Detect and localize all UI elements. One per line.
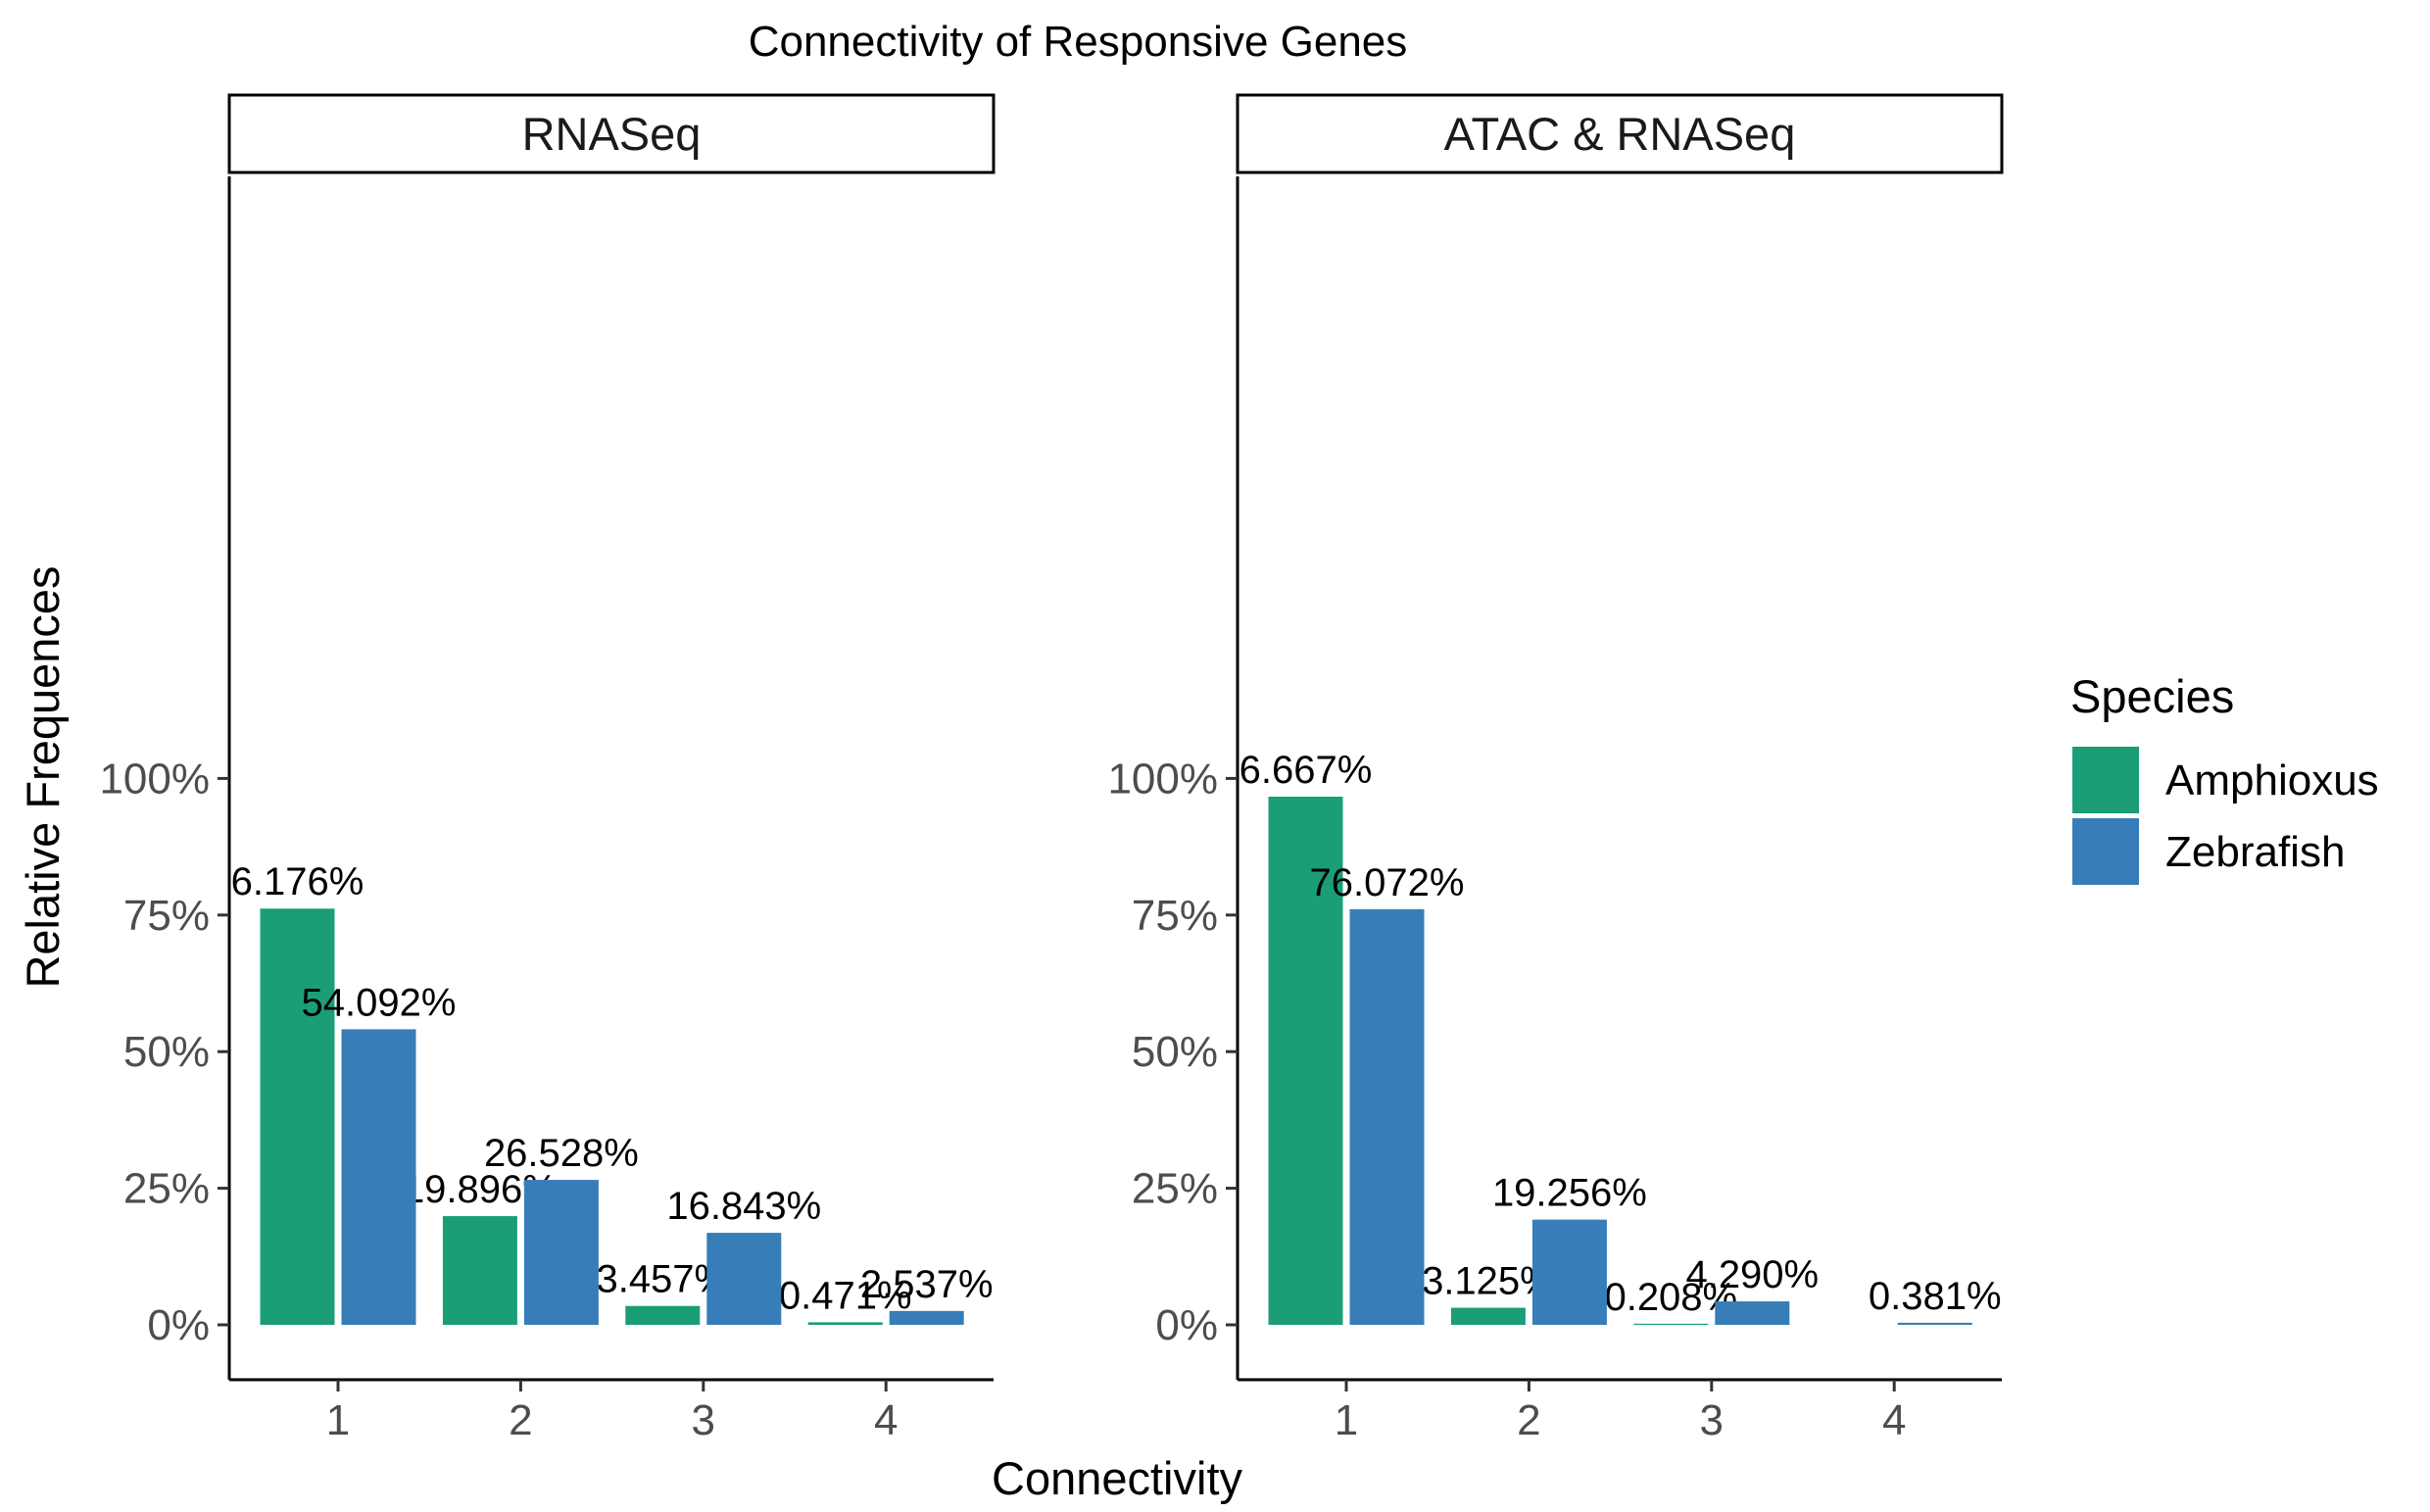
panel-2-y-tick-label: 0% xyxy=(1155,1301,1218,1349)
panel-2-x-tick-label: 4 xyxy=(1882,1396,1906,1444)
panel-2-strip-label: ATAC & RNASeq xyxy=(1444,108,1796,160)
panel-1-bar-zebrafish-3 xyxy=(706,1233,782,1325)
panel-1-strip xyxy=(227,93,996,174)
panel-2-strip xyxy=(1236,93,2004,174)
panel-2-y-tick-label: 75% xyxy=(1132,892,1218,940)
panel-1-y-tick-label: 50% xyxy=(123,1028,210,1076)
panel-2-data-label: 6.667% xyxy=(1239,749,1373,792)
panel-2-y-tick-label: 50% xyxy=(1132,1028,1218,1076)
panel-1-bar-zebrafish-1 xyxy=(341,1029,416,1325)
panel-2-x-tick-label: 2 xyxy=(1517,1396,1540,1444)
panel-2-bar-zebrafish-1 xyxy=(1349,908,1425,1325)
panel-1-bar-amphioxus-4 xyxy=(807,1322,883,1325)
panel-2-bar-amphioxus-2 xyxy=(1450,1307,1526,1325)
panel-2-data-label: 4.290% xyxy=(1685,1253,1819,1296)
panel-2-bar-amphioxus-3 xyxy=(1633,1323,1709,1325)
panel-1-data-label: 26.528% xyxy=(484,1132,639,1175)
panel-2-bar-zebrafish-4 xyxy=(1897,1322,1972,1325)
panel-2-bar-amphioxus-1 xyxy=(1268,796,1343,1325)
legend-swatch-zebrafish xyxy=(2072,818,2139,885)
panel-1-bar-amphioxus-1 xyxy=(260,908,335,1325)
panel-1-data-label: 0.471% xyxy=(779,1274,912,1317)
panel-1-y-tick-label: 0% xyxy=(147,1301,210,1349)
panel-1-x-tick-label: 3 xyxy=(692,1396,715,1444)
panel-1-data-label: 16.843% xyxy=(666,1185,821,1228)
panel-2-y-tick-label: 25% xyxy=(1132,1165,1218,1213)
panel-1-y-tick-label: 100% xyxy=(99,755,210,803)
legend-label-zebrafish: Zebrafish xyxy=(2165,828,2345,876)
x-axis-title: Connectivity xyxy=(992,1452,1242,1504)
chart-title: Connectivity of Responsive Genes xyxy=(749,18,1408,66)
panel-1-data-label: 54.092% xyxy=(302,981,457,1024)
panel-1-bar-zebrafish-2 xyxy=(523,1180,599,1325)
legend-title: Species xyxy=(2070,670,2234,722)
panel-2-x-tick-label: 3 xyxy=(1700,1396,1724,1444)
panel-2-x-tick-label: 1 xyxy=(1335,1396,1358,1444)
panel-2-data-label: 19.256% xyxy=(1492,1172,1647,1215)
panel-1-y-tick-label: 75% xyxy=(123,892,210,940)
panel-2-bar-zebrafish-2 xyxy=(1531,1219,1607,1325)
panel-1-data-label: 2.537% xyxy=(860,1263,994,1306)
panel-2-data-label: 76.072% xyxy=(1310,861,1465,904)
panel-1-x-tick-label: 4 xyxy=(874,1396,898,1444)
panel-1-x-tick-label: 2 xyxy=(509,1396,532,1444)
y-axis-title: Relative Frequences xyxy=(17,565,69,988)
legend: Species Amphioxus Zebrafish xyxy=(2070,670,2379,885)
panel-1-y-tick-label: 25% xyxy=(123,1165,210,1213)
legend-swatch-amphioxus xyxy=(2072,747,2139,813)
panel-1-bar-amphioxus-3 xyxy=(625,1305,701,1325)
panel-2-bar-zebrafish-3 xyxy=(1715,1301,1790,1325)
panel-1-bar-zebrafish-4 xyxy=(889,1310,964,1325)
panel-1-bar-amphioxus-2 xyxy=(442,1216,517,1325)
panel-2-data-label: 0.381% xyxy=(1869,1275,2002,1318)
panel-1-data-label: 6.176% xyxy=(231,860,364,903)
legend-label-amphioxus: Amphioxus xyxy=(2165,756,2379,805)
panel-2-y-tick-label: 100% xyxy=(1107,755,1218,803)
panel-1-x-tick-label: 1 xyxy=(326,1396,350,1444)
panel-1-strip-label: RNASeq xyxy=(522,108,702,160)
